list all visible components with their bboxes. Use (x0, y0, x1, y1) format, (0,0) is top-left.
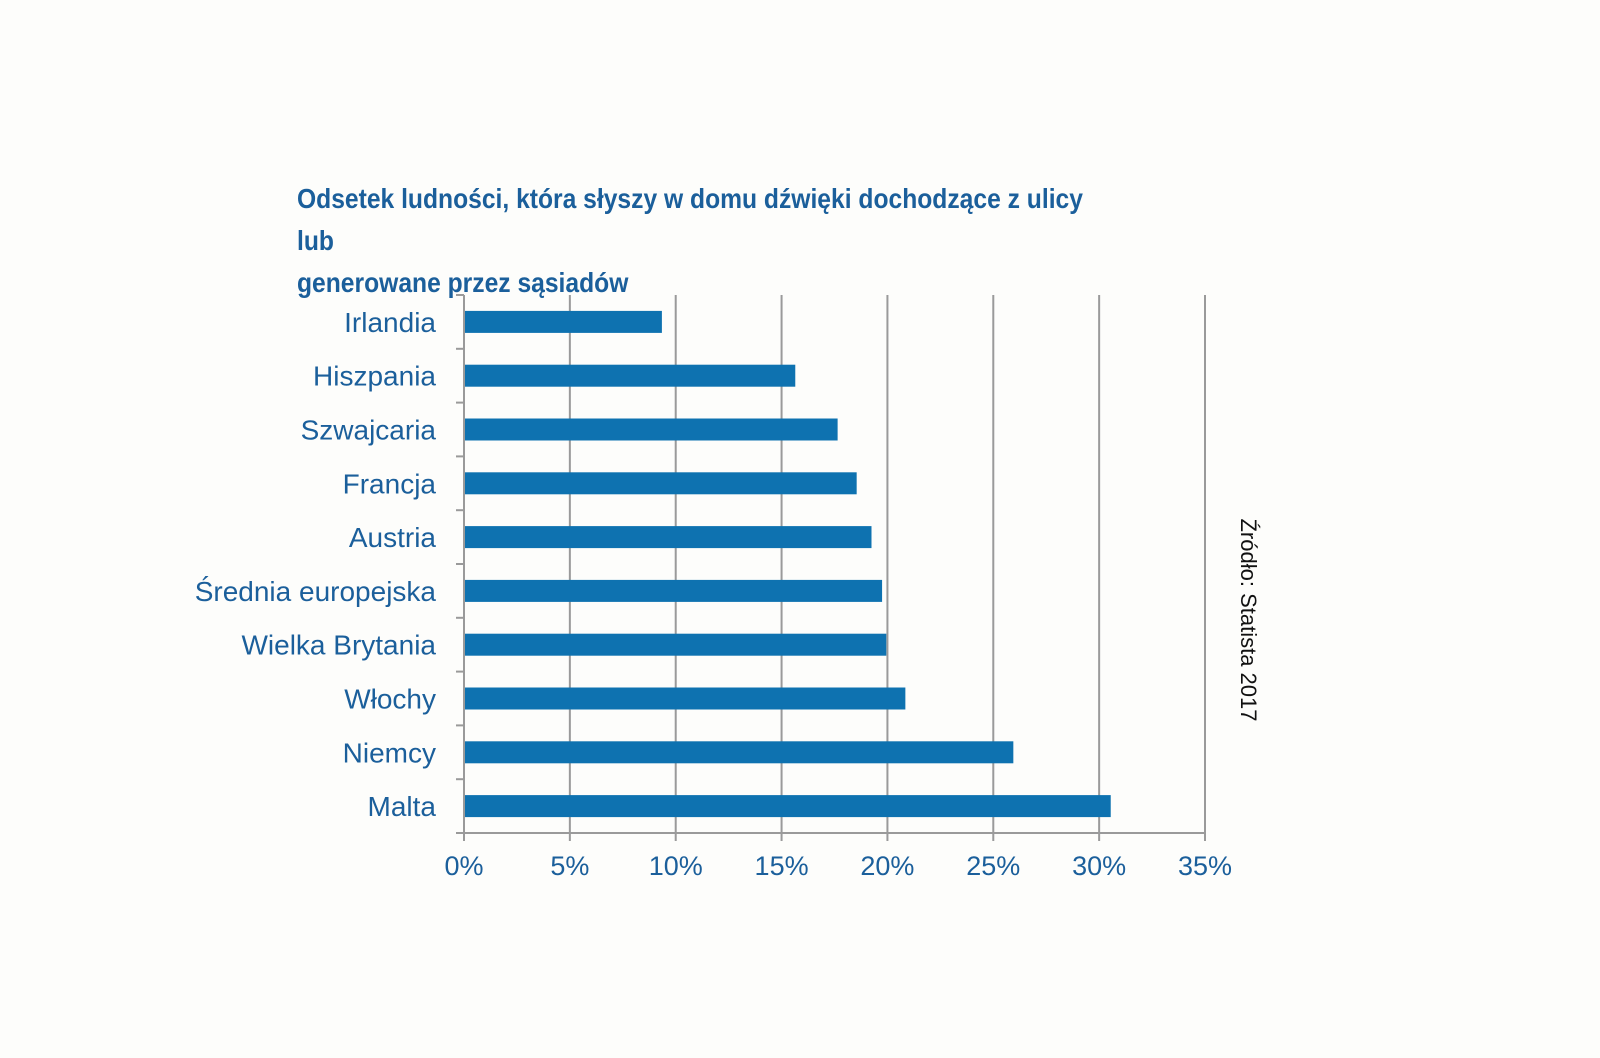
category-label-0: Irlandia (344, 307, 436, 338)
x-tick-label-2: 10% (649, 851, 703, 881)
x-tick-label-3: 15% (755, 851, 809, 881)
category-label-6: Wielka Brytania (241, 630, 436, 661)
bar-4 (465, 526, 872, 549)
category-label-4: Austria (349, 522, 437, 553)
x-tick-label-1: 5% (550, 851, 589, 881)
chart-title-line-2: generowane przez sąsiadów (297, 267, 629, 298)
category-label-3: Francja (343, 468, 437, 499)
x-tick-labels: 0% 5% 10% 15% 20% 25% 30% 35% (444, 851, 1232, 881)
chart-title: Odsetek ludności, która słyszy w domu dź… (297, 178, 1089, 304)
bar-2 (465, 418, 838, 441)
source-note: Źródło: Statista 2017 (1236, 518, 1261, 722)
x-tick-label-6: 30% (1072, 851, 1126, 881)
axes (456, 294, 1206, 841)
category-label-5: Średnia europejska (195, 575, 437, 607)
bar-9 (465, 795, 1111, 818)
bar-8 (465, 741, 1014, 764)
category-label-9: Malta (368, 791, 437, 822)
x-tick-label-4: 20% (860, 851, 914, 881)
bar-5 (465, 579, 883, 602)
bar-1 (465, 364, 796, 387)
category-label-1: Hiszpania (313, 361, 436, 392)
category-label-2: Szwajcaria (301, 415, 437, 446)
category-labels: Irlandia Hiszpania Szwajcaria Francja Austri… (195, 307, 437, 822)
category-label-8: Niemcy (343, 737, 436, 768)
bar-0 (465, 310, 662, 333)
x-tick-label-5: 25% (966, 851, 1020, 881)
bar-7 (465, 687, 906, 710)
category-label-7: Włochy (344, 684, 436, 715)
x-tick-label-7: 35% (1178, 851, 1232, 881)
bar-3 (465, 472, 857, 495)
chart-title-line-1: Odsetek ludności, która słyszy w domu dź… (297, 183, 1083, 256)
x-tick-label-0: 0% (444, 851, 483, 881)
bar-6 (465, 633, 887, 656)
bars (465, 310, 1111, 818)
